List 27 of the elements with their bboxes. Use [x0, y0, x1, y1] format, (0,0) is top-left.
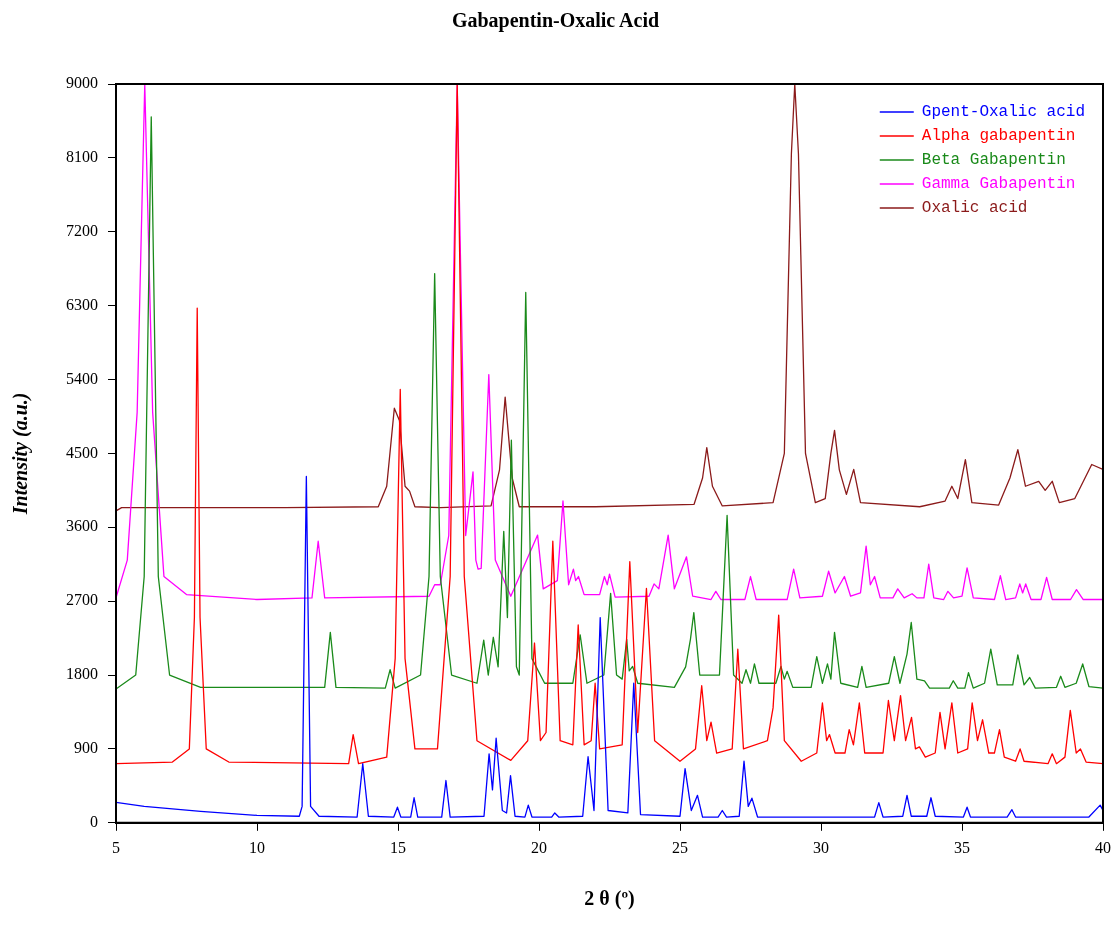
y-tick-label: 9000	[66, 74, 98, 92]
y-tick-label: 3600	[66, 517, 98, 535]
y-tick-label: 0	[90, 813, 98, 830]
legend-label: Alpha gabapentin	[921, 127, 1076, 146]
y-axis-title: Intensity (a.u.)	[9, 392, 33, 516]
legend-label: Gamma Gabapentin	[921, 175, 1076, 194]
y-tick-label: 900	[74, 739, 98, 757]
chart-title: Gabapentin-Oxalic Acid	[451, 9, 660, 33]
x-tick-label: 10	[249, 838, 265, 856]
x-axis-title: 2 θ (º)	[584, 887, 635, 911]
legend-label: Gpent-Oxalic acid	[921, 103, 1086, 122]
x-tick-label: 20	[531, 838, 547, 856]
x-tick-label: 15	[390, 838, 406, 856]
y-tick-label: 4500	[66, 443, 98, 461]
y-tick-label: 6300	[66, 295, 98, 313]
x-tick-label: 35	[954, 838, 970, 856]
y-tick-label: 5400	[66, 369, 98, 387]
x-tick-label: 30	[813, 838, 829, 856]
x-tick-label: 25	[672, 838, 688, 856]
legend-label: Oxalic acid	[921, 199, 1028, 218]
y-tick-label: 2700	[66, 591, 98, 609]
x-tick-label: 40	[1095, 838, 1111, 856]
y-tick-label: 7200	[66, 221, 98, 239]
y-tick-label: 1800	[66, 665, 98, 683]
x-tick-label: 5	[112, 838, 120, 856]
y-tick-label: 8100	[66, 148, 98, 166]
legend-label: Beta Gabapentin	[921, 151, 1066, 170]
